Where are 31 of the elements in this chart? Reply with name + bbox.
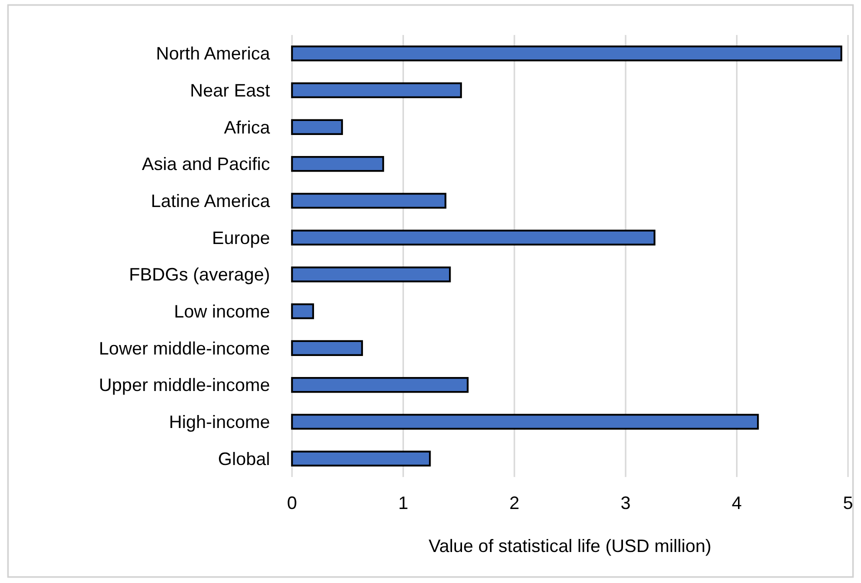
bar [291, 377, 469, 393]
bar [291, 156, 384, 172]
y-tick-label: Asia and Pacific [142, 154, 270, 174]
y-tick-label: Upper middle-income [98, 375, 270, 396]
x-axis-title: Value of statistical life (USD million) [428, 536, 712, 556]
y-tick-label: Near East [190, 80, 270, 101]
bar [291, 82, 462, 98]
bar [291, 340, 363, 356]
y-tick-label: High-income [168, 412, 270, 432]
y-tick-label: North America [156, 44, 271, 64]
x-tick-label: 3 [620, 493, 631, 513]
bar [291, 119, 343, 135]
y-tick-label: Lower middle-income [98, 338, 270, 358]
y-tick-label: Latine America [150, 191, 271, 212]
y-tick-label: Global [218, 448, 270, 469]
x-tick-label: 2 [509, 493, 520, 513]
x-tick-label: 1 [398, 493, 408, 513]
bar [291, 266, 451, 282]
bar [291, 414, 759, 430]
x-tick-label: 4 [732, 493, 742, 513]
bar [291, 46, 842, 62]
y-tick-label: Europe [212, 228, 270, 248]
y-tick-label: Low income [174, 302, 270, 322]
bar [291, 450, 431, 466]
bar [291, 303, 314, 320]
bar [291, 192, 446, 209]
x-tick-label: 5 [842, 493, 854, 513]
y-tick-label: FBDGs (average) [128, 264, 270, 285]
bar [291, 230, 656, 246]
x-tick-label: 0 [286, 493, 298, 513]
y-tick-label: Africa [224, 117, 271, 138]
